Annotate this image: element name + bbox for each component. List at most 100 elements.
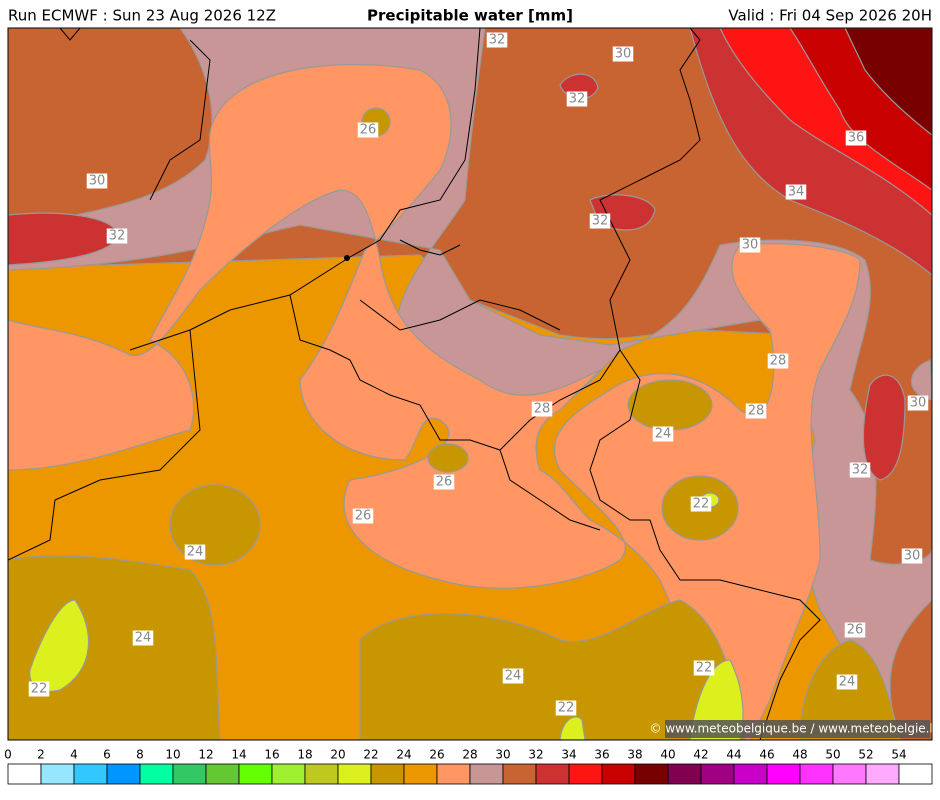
contour-label: 36 [848, 131, 865, 146]
run-info: Run ECMWF : Sun 23 Aug 2026 12Z [8, 7, 276, 25]
label-box [612, 46, 634, 62]
colorbar-tick-label: 32 [528, 748, 543, 762]
colorbar-tick-label: 16 [264, 748, 279, 762]
colorbar-tick-label: 24 [396, 748, 411, 762]
contour-label: 24 [655, 427, 672, 442]
colorbar-swatch [667, 763, 702, 785]
label-box [28, 681, 50, 697]
colorbar-tick-label: 42 [693, 748, 708, 762]
label-box [901, 548, 923, 564]
contour-label: 24 [839, 675, 856, 690]
contour-label: 22 [558, 701, 575, 716]
label-box [566, 91, 588, 107]
contour-label: 22 [696, 661, 713, 676]
colorbar-tick-label: 12 [198, 748, 213, 762]
colorbar-swatch [436, 763, 471, 785]
colorbar-tick-label: 36 [594, 748, 609, 762]
colorbar-swatch [40, 763, 75, 785]
colorbar-tick-label: 38 [627, 748, 642, 762]
label-box [767, 353, 789, 369]
label-box [907, 395, 929, 411]
label-box [132, 630, 154, 646]
contour-label: 32 [592, 214, 609, 229]
colorbar-swatch [535, 763, 570, 785]
colorbar-swatch [898, 763, 933, 785]
label-box [652, 426, 674, 442]
colorbar-tick-label: 44 [726, 748, 741, 762]
colorbar-swatch [568, 763, 603, 785]
contour-label: 28 [534, 402, 551, 417]
contour-label: 30 [89, 174, 106, 189]
contour-label: 26 [360, 123, 377, 138]
colorbar-swatch [634, 763, 669, 785]
colorbar-swatch [766, 763, 801, 785]
colorbar-tick-label: 50 [825, 748, 840, 762]
map-frame [7, 27, 933, 741]
contour-label: 26 [847, 623, 864, 638]
label-box [502, 668, 524, 684]
label-box [845, 130, 867, 146]
colorbar-swatch [238, 763, 273, 785]
colorbar-tick-label: 48 [792, 748, 807, 762]
label-box [357, 122, 379, 138]
colorbar-tick-label: 46 [759, 748, 774, 762]
colorbar-tick-label: 0 [4, 748, 12, 762]
label-box [86, 173, 108, 189]
colorbar-swatch [106, 763, 141, 785]
label-box [739, 237, 761, 253]
contour-label: 32 [109, 229, 126, 244]
colorbar-swatch [7, 763, 42, 785]
colorbar-tick-label: 28 [462, 748, 477, 762]
colorbar-tick-label: 6 [103, 748, 111, 762]
label-box [844, 622, 866, 638]
colorbar-swatch [403, 763, 438, 785]
contour-label: 32 [569, 92, 586, 107]
map: 32 30 32 26 30 32 36 34 32 30 28 28 28 3… [8, 28, 940, 740]
colorbar-tick-label: 22 [363, 748, 378, 762]
colorbar-tick-label: 14 [231, 748, 246, 762]
contour-label: 30 [742, 238, 759, 253]
label-box [589, 213, 611, 229]
label-box [785, 184, 807, 200]
colorbar-tick-label: 26 [429, 748, 444, 762]
contour-label: 28 [770, 354, 787, 369]
colorbar-tick-label: 8 [136, 748, 144, 762]
colorbar-tick-label: 52 [858, 748, 873, 762]
colorbar-tick-label: 30 [495, 748, 510, 762]
colorbar-swatch [271, 763, 306, 785]
colorbar-swatch [865, 763, 900, 785]
label-box [693, 660, 715, 676]
label-box [690, 496, 712, 512]
contour-label: 32 [489, 33, 506, 48]
contour-label: 28 [748, 404, 765, 419]
label-box [849, 462, 871, 478]
contour-label: 24 [505, 669, 522, 684]
colorbar-tick-label: 18 [297, 748, 312, 762]
label-box [106, 228, 128, 244]
contour-label: 26 [436, 475, 453, 490]
colorbar-swatch [469, 763, 504, 785]
contour-label: 34 [788, 185, 805, 200]
colorbar-swatch [601, 763, 636, 785]
colorbar-swatch [502, 763, 537, 785]
colorbar-swatch [370, 763, 405, 785]
colorbar-swatch [700, 763, 735, 785]
label-box [531, 401, 553, 417]
colorbar-tick-label: 20 [330, 748, 345, 762]
contour-label: 24 [187, 545, 204, 560]
colorbar-tick-label: 10 [165, 748, 180, 762]
credit: © www.meteobelgique.be / www.meteobelgie… [650, 722, 940, 736]
contour-label: 32 [852, 463, 869, 478]
colorbar-tick-label: 54 [891, 748, 906, 762]
colorbar-swatch [205, 763, 240, 785]
contour-label: 22 [31, 682, 48, 697]
label-box [555, 700, 577, 716]
colorbar-swatch [337, 763, 372, 785]
contour-label: 30 [904, 549, 921, 564]
valid-info: Valid : Fri 04 Sep 2026 20H [728, 7, 932, 25]
colorbar-swatch [73, 763, 108, 785]
label-box [184, 544, 206, 560]
label-box [836, 674, 858, 690]
contour-label: 30 [910, 396, 927, 411]
